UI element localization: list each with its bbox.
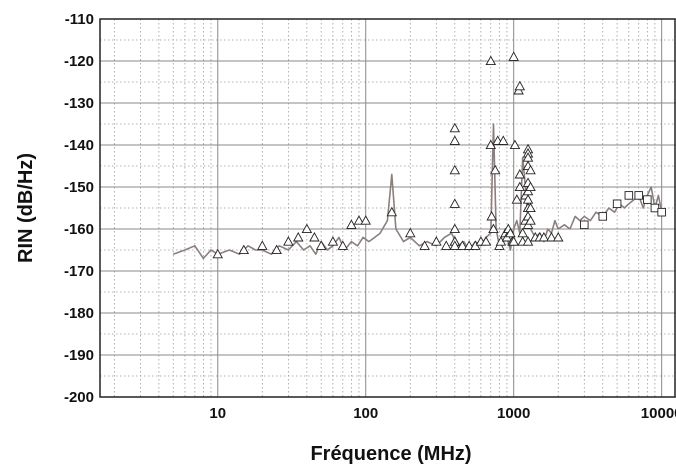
triangle-point xyxy=(449,198,461,208)
y-tick-label: -180 xyxy=(64,305,94,322)
triangle-point xyxy=(525,215,536,225)
y-axis-title: RIN (dB/Hz) xyxy=(15,153,37,263)
triangle-point xyxy=(508,51,519,61)
triangle-point xyxy=(449,223,461,234)
triangle-point xyxy=(546,231,557,242)
y-tick-label: -120 xyxy=(64,53,94,70)
triangle-point xyxy=(552,231,564,242)
y-tick-label: -190 xyxy=(64,347,94,364)
triangle-point xyxy=(238,244,250,255)
y-tick-label: -150 xyxy=(64,179,94,196)
triangle-point xyxy=(525,164,536,175)
triangle-point xyxy=(419,240,430,250)
triangle-point xyxy=(505,227,516,238)
triangle-point xyxy=(257,240,268,250)
y-tick-label: -110 xyxy=(65,11,94,28)
triangle-point xyxy=(497,135,509,145)
square-point xyxy=(580,220,589,230)
x-tick-label: 10 xyxy=(209,405,226,422)
y-tick-label: -130 xyxy=(64,95,94,112)
triangle-point xyxy=(449,135,461,145)
triangle-point xyxy=(293,231,304,242)
triangle-point xyxy=(353,215,365,225)
triangle-point xyxy=(457,240,468,250)
triangle-point xyxy=(301,223,313,234)
triangle-point xyxy=(386,206,398,217)
triangle-point xyxy=(337,240,349,250)
triangle-point xyxy=(431,236,442,246)
triangle-point xyxy=(449,164,461,175)
square-point xyxy=(598,212,608,221)
y-tick-label: -160 xyxy=(64,221,94,238)
triangle-point xyxy=(511,194,523,204)
triangle-point xyxy=(283,236,294,246)
triangle-point xyxy=(486,210,497,221)
triangle-point xyxy=(480,236,492,246)
triangle-point xyxy=(509,139,521,150)
tick-labels: -200 -190 -180 -170 -160 -150 -140 -130 -120 -110… xyxy=(64,11,676,422)
square-point xyxy=(612,199,622,209)
triangle-point xyxy=(514,168,526,179)
x-tick-label: 1000 xyxy=(497,405,530,422)
y-tick-label: -170 xyxy=(64,263,94,280)
x-axis-title: Fréquence (MHz) xyxy=(310,443,471,465)
triangle-point xyxy=(525,202,536,213)
square-point xyxy=(657,207,666,217)
triangle-point xyxy=(309,231,320,242)
triangle-point xyxy=(517,227,528,238)
square-point xyxy=(624,191,634,200)
series-line xyxy=(172,123,663,260)
triangle-point xyxy=(522,152,534,162)
triangle-point xyxy=(514,181,526,192)
triangle-point xyxy=(327,236,339,246)
triangle-point xyxy=(538,231,550,242)
triangle-point xyxy=(440,240,452,250)
triangle-point xyxy=(449,122,461,133)
triangle-point xyxy=(489,164,501,175)
triangle-point xyxy=(271,244,282,255)
triangle-point xyxy=(315,240,327,250)
triangle-point xyxy=(514,80,526,91)
x-tick-label: 100 xyxy=(353,405,378,422)
markers xyxy=(212,51,666,259)
triangle-point xyxy=(212,248,224,259)
plot-frame xyxy=(99,18,676,398)
triangle-point xyxy=(488,223,499,234)
rin-trace xyxy=(172,123,663,260)
square-point xyxy=(634,191,643,200)
triangle-point xyxy=(405,227,416,238)
y-tick-label: -140 xyxy=(64,137,94,154)
x-tick-label: 10000 xyxy=(641,405,676,422)
y-tick-label: -200 xyxy=(64,389,94,406)
triangle-point xyxy=(449,240,461,250)
triangle-point xyxy=(360,215,371,225)
triangle-point xyxy=(346,219,357,229)
square-point xyxy=(643,195,652,204)
triangle-point xyxy=(485,55,497,66)
triangle-point xyxy=(508,236,519,246)
triangle-point xyxy=(525,181,536,192)
